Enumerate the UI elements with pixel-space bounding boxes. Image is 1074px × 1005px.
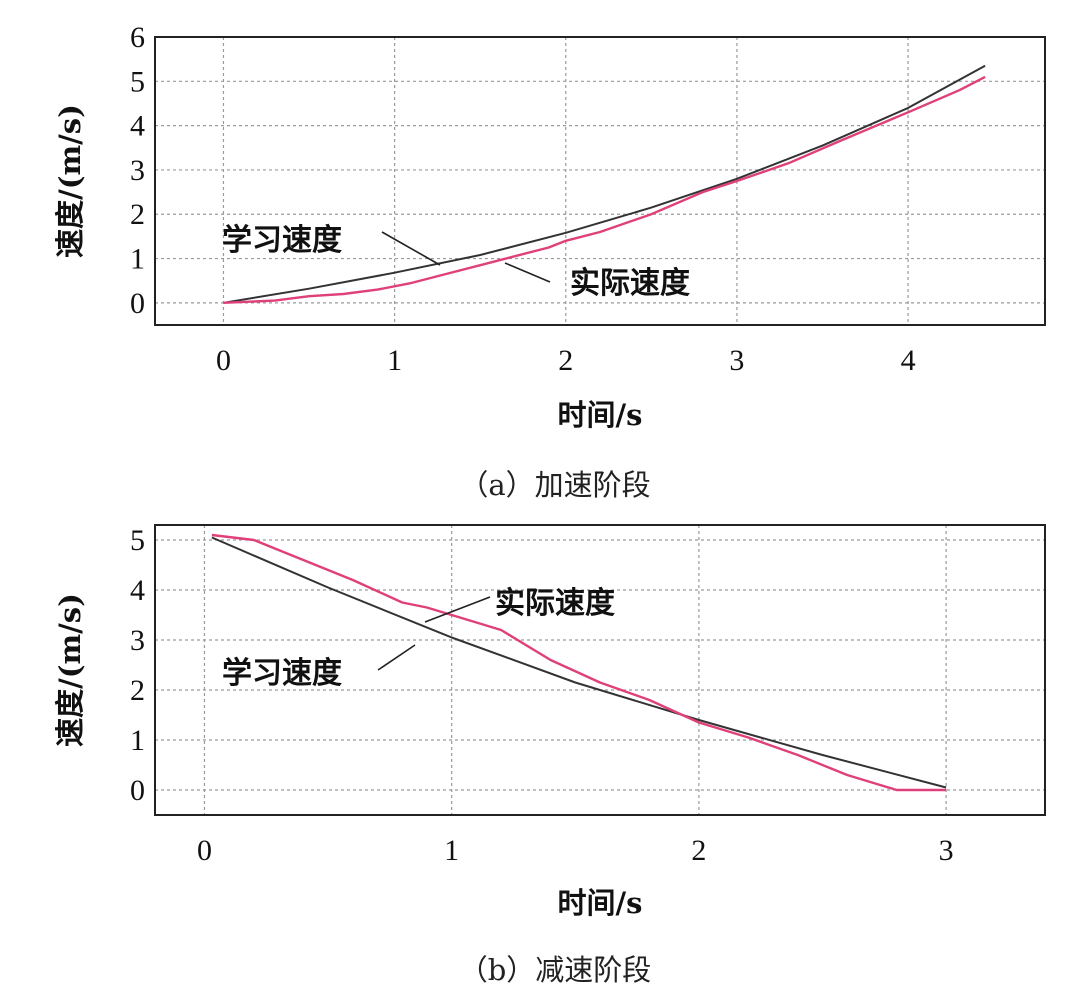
series-group [223, 64, 986, 304]
y-tick-label: 0 [130, 774, 145, 807]
y-tick-label: 5 [130, 524, 145, 557]
x-tick-label: 1 [444, 834, 459, 867]
y-tick-label: 3 [130, 624, 145, 657]
y-tick-label: 5 [130, 65, 145, 98]
series-line-learned-speed [223, 64, 986, 304]
y-tick-label: 4 [130, 574, 145, 607]
chart-panel-b: 0 1 2 3 0 1 2 3 4 5 实际速度 学习速度 速度/(m/s) 时间/s （b）减速… [53, 524, 1046, 987]
plot-frame [154, 36, 1046, 326]
x-tick-label: 2 [691, 834, 706, 867]
annotations: 学习速度 实际速度 [222, 223, 690, 301]
x-tick-label: 3 [729, 344, 744, 377]
tick-labels: 0 1 2 3 4 0 1 2 3 4 5 6 [130, 21, 916, 377]
x-tick-label: 0 [216, 344, 231, 377]
x-tick-label: 3 [939, 834, 954, 867]
annotation-leader-learned [381, 231, 441, 266]
y-tick-label: 6 [130, 21, 145, 54]
x-tick-label: 0 [197, 834, 212, 867]
y-tick-label: 1 [130, 724, 145, 757]
annotation-leader-actual [424, 596, 491, 623]
plot-frame [154, 524, 1046, 816]
annotation-leader-actual [504, 262, 551, 283]
annotation-learned-speed: 学习速度 [222, 223, 342, 258]
chart-panel-a: 0 1 2 3 4 0 1 2 3 4 5 6 学习速度 实际速度 速度/(m/s) 时间/s （a）… [53, 21, 1046, 502]
annotation-leader-learned [377, 644, 416, 671]
series-line-actual-speed [211, 533, 947, 792]
y-tick-label: 2 [130, 674, 145, 707]
series-group [211, 533, 947, 792]
y-tick-label: 2 [130, 198, 145, 231]
tick-labels: 0 1 2 3 0 1 2 3 4 5 [130, 524, 954, 867]
x-tick-label: 4 [901, 344, 916, 377]
x-axis-label: 时间/s [558, 398, 643, 432]
y-tick-label: 3 [130, 154, 145, 187]
y-tick-label: 1 [130, 243, 145, 276]
x-tick-label: 1 [387, 344, 402, 377]
x-tick-label: 2 [558, 344, 573, 377]
annotations: 实际速度 学习速度 [222, 586, 615, 691]
series-line-actual-speed [223, 75, 986, 304]
y-tick-label: 4 [130, 110, 145, 143]
annotation-learned-speed: 学习速度 [222, 656, 342, 691]
annotation-actual-speed: 实际速度 [570, 266, 690, 301]
x-axis-label: 时间/s [558, 886, 643, 920]
annotation-actual-speed: 实际速度 [495, 586, 615, 621]
series-line-learned-speed [211, 536, 947, 789]
y-axis-label: 速度/(m/s) [53, 104, 87, 258]
y-axis-label: 速度/(m/s) [53, 593, 87, 747]
y-tick-label: 0 [130, 287, 145, 320]
caption: （b）减速阶段 [459, 953, 652, 987]
caption: （a）加速阶段 [459, 468, 650, 502]
